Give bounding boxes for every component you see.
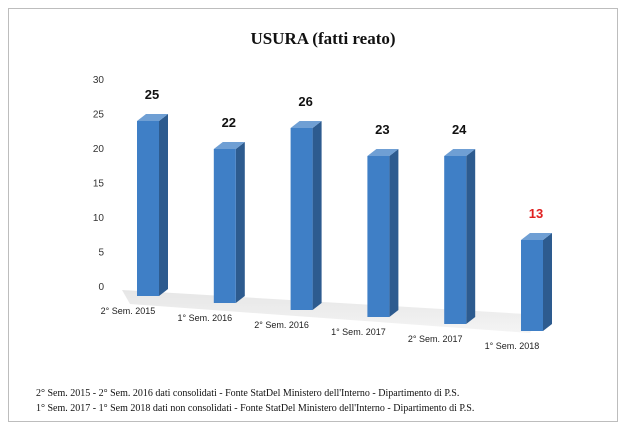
y-tick-label: 15 <box>93 179 105 190</box>
category-label: 2° Sem. 2017 <box>408 334 463 344</box>
bar <box>213 142 245 303</box>
bar-top <box>444 149 476 156</box>
bar-front <box>521 240 543 331</box>
y-tick-label: 10 <box>93 213 105 224</box>
x-axis: 2° Sem. 2015 1° Sem. 2016 2° Sem. 2016 1° S… <box>101 306 540 351</box>
category-label: 1° Sem. 2017 <box>331 327 386 337</box>
chart-frame <box>8 8 618 422</box>
category-label: 1° Sem. 2018 <box>485 341 540 351</box>
bars <box>137 114 552 331</box>
y-tick-label: 30 <box>93 75 105 86</box>
y-tick-label: 25 <box>93 110 105 121</box>
value-label: 13 <box>529 206 543 221</box>
bar <box>367 149 399 317</box>
bar <box>444 149 476 324</box>
y-tick-label: 5 <box>98 248 104 259</box>
chart-title: USURA (fatti reato) <box>250 29 395 48</box>
bar-side <box>312 121 322 310</box>
value-labels: 25 22 26 23 24 13 <box>145 87 543 221</box>
value-label: 23 <box>375 122 389 137</box>
y-tick-label: 20 <box>93 144 105 155</box>
y-tick-label: 0 <box>98 282 104 293</box>
bar-side <box>235 142 245 303</box>
category-label: 1° Sem. 2016 <box>177 313 232 323</box>
bar-top <box>290 121 322 128</box>
bar <box>521 233 552 331</box>
source-note-consolidated: 2° Sem. 2015 - 2° Sem. 2016 dati consoli… <box>36 388 460 399</box>
bar-side <box>159 114 168 296</box>
value-label: 26 <box>298 94 312 109</box>
bar-front <box>213 149 236 303</box>
source-note-non-consolidated: 1° Sem. 2017 - 1° Sem 2018 dati non cons… <box>36 403 475 414</box>
value-label: 25 <box>145 87 159 102</box>
bar <box>290 121 322 310</box>
bar-front <box>290 128 313 310</box>
bar-side <box>466 149 476 324</box>
bar-front <box>367 156 390 317</box>
category-label: 2° Sem. 2015 <box>101 306 156 316</box>
value-label: 22 <box>222 115 236 130</box>
bar-top <box>367 149 399 156</box>
bar-top <box>137 114 168 121</box>
value-label: 24 <box>452 122 467 137</box>
bar <box>137 114 168 296</box>
category-label: 2° Sem. 2016 <box>254 320 309 330</box>
bar-side <box>543 233 552 331</box>
y-axis: 0 5 10 15 20 25 30 <box>93 75 105 293</box>
bar-front <box>444 156 467 324</box>
bar-top <box>213 142 245 149</box>
bar-top <box>521 233 552 240</box>
bar-front <box>137 121 159 296</box>
bar-side <box>389 149 399 317</box>
